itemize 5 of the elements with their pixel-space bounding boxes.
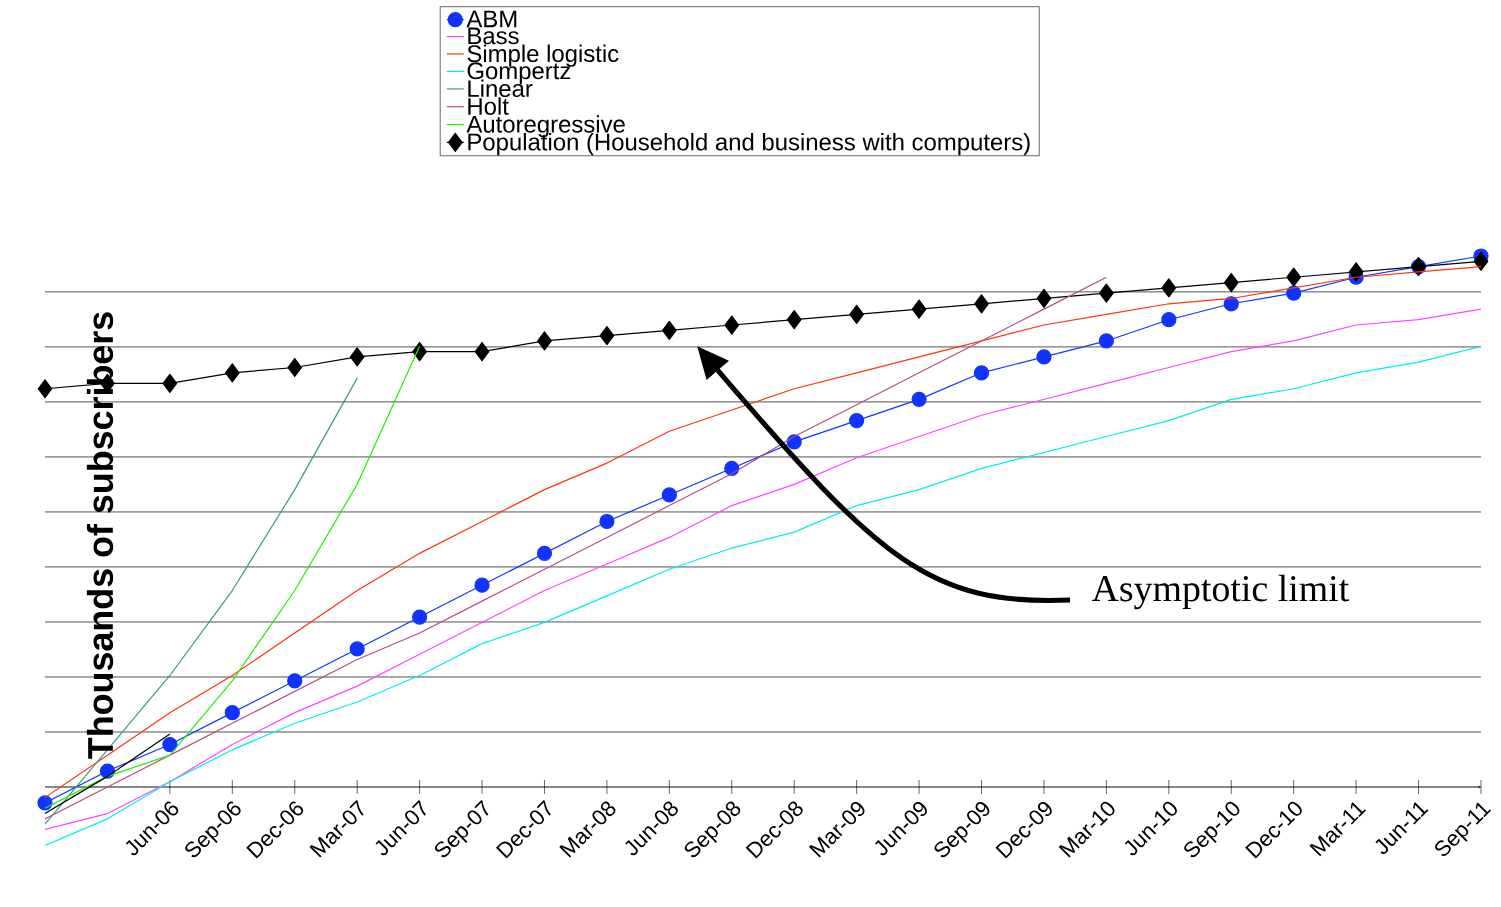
- legend-label: ABM: [466, 10, 517, 28]
- legend-label: Bass: [468, 27, 519, 45]
- annotation: Asymptotic limit: [1091, 574, 1350, 610]
- y-axis-title: Thousands of subscribers: [86, 312, 114, 759]
- legend-label: Holt: [468, 97, 509, 115]
